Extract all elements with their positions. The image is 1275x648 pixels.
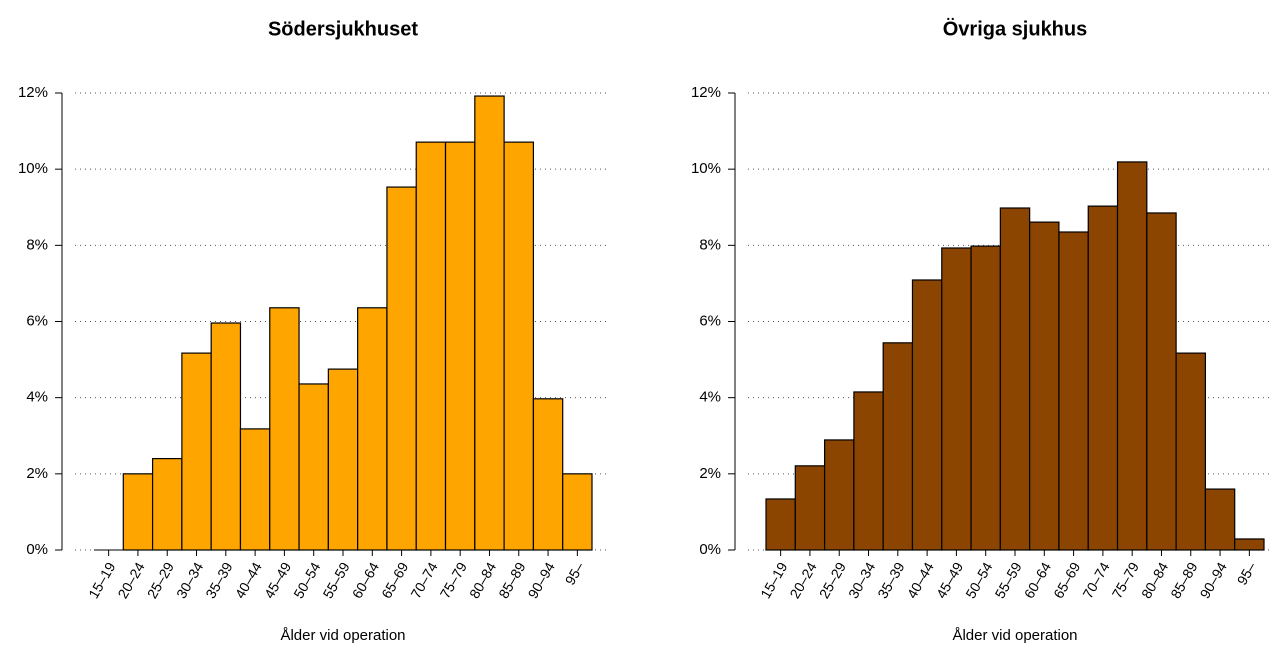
x-tick-label: 80–84	[1138, 559, 1171, 601]
bar	[532, 398, 564, 551]
x-tick-label: 55–59	[991, 559, 1024, 601]
bar	[210, 322, 242, 551]
x-tick-label: 40–44	[232, 559, 265, 601]
x-tick-label: 55–59	[319, 559, 352, 601]
x-tick-label: 75–79	[1109, 559, 1142, 601]
bar	[122, 473, 154, 551]
x-tick-label: 30–34	[845, 559, 878, 601]
bar	[970, 245, 1001, 551]
x-tick-label: 45–49	[261, 559, 294, 601]
x-tick-label: 70–74	[1079, 559, 1112, 601]
y-tick-label: 4%	[26, 389, 48, 406]
y-tick-label: 8%	[699, 236, 721, 253]
x-tick-label: 25–29	[144, 559, 177, 601]
y-tick-label: 4%	[699, 389, 721, 406]
bar	[1204, 488, 1236, 551]
bar	[765, 498, 796, 551]
y-tick-label: 6%	[699, 312, 721, 329]
x-tick-label: 40–44	[904, 559, 937, 601]
chart-panel: Södersjukhuset Ålder vid operation 0% 2% 4% 6…	[18, 18, 610, 644]
x-tick-label: 85–89	[495, 559, 528, 601]
chart-title: Övriga sjukhus	[943, 17, 1088, 40]
y-tick-label: 10%	[18, 160, 48, 177]
x-tick-label: 60–64	[1021, 559, 1054, 601]
bar	[1116, 161, 1148, 551]
y-tick-label: 8%	[26, 236, 48, 253]
x-tick-label: 60–64	[349, 559, 382, 601]
x-tick-label: 25–29	[816, 559, 849, 601]
bar	[1146, 212, 1177, 551]
x-tick-label: 20–24	[114, 559, 147, 601]
chart-panel: Övriga sjukhus Ålder vid operation 0% 2% 4% 6…	[691, 17, 1270, 644]
x-tick-label: 90–94	[1197, 559, 1230, 601]
y-tick-label: 2%	[26, 465, 48, 482]
y-tick-label: 12%	[18, 84, 48, 101]
bar	[1029, 221, 1060, 551]
x-tick-label: 50–54	[290, 559, 323, 601]
x-tick-label: 35–39	[202, 559, 235, 601]
y-tick-label: 0%	[26, 541, 48, 558]
x-tick-label: 85–89	[1167, 559, 1200, 601]
bar	[999, 207, 1031, 551]
bar	[911, 279, 943, 551]
bar	[386, 186, 417, 551]
bar	[503, 141, 535, 551]
x-axis-label: Ålder vid operation	[952, 627, 1077, 644]
bar	[269, 307, 300, 551]
x-tick-label: 95–	[562, 559, 588, 587]
x-tick-label: 20–24	[786, 559, 819, 601]
x-tick-label: 50–54	[962, 559, 995, 601]
bar	[1058, 231, 1089, 551]
x-tick-label: 80–84	[466, 559, 499, 601]
bar	[181, 352, 212, 551]
x-tick-label: 35–39	[874, 559, 907, 601]
y-tick-label: 2%	[699, 465, 721, 482]
bar	[474, 95, 505, 551]
x-tick-label: 95–	[1234, 559, 1260, 587]
bar	[239, 428, 271, 551]
x-tick-label: 90–94	[525, 559, 558, 601]
y-tick-label: 0%	[699, 541, 721, 558]
bar	[1175, 352, 1207, 551]
y-tick-label: 12%	[691, 84, 721, 101]
bar	[562, 473, 593, 551]
x-tick-label: 65–69	[1050, 559, 1083, 601]
x-tick-label: 30–34	[173, 559, 206, 601]
bar	[357, 307, 388, 551]
y-tick-label: 10%	[691, 160, 721, 177]
bar	[882, 342, 914, 551]
bar	[1234, 538, 1265, 551]
x-tick-label: 15–19	[757, 559, 790, 601]
y-tick-label: 6%	[26, 312, 48, 329]
bar	[298, 383, 329, 551]
x-tick-label: 45–49	[933, 559, 966, 601]
x-axis-label: Ålder vid operation	[280, 627, 405, 644]
bar	[853, 391, 884, 551]
bar	[941, 247, 972, 551]
x-tick-label: 75–79	[437, 559, 470, 601]
bar	[1087, 205, 1119, 551]
x-tick-label: 70–74	[407, 559, 440, 601]
bar	[151, 458, 183, 551]
bar	[327, 368, 359, 551]
bar	[444, 141, 476, 551]
x-tick-label: 65–69	[378, 559, 411, 601]
bar	[794, 465, 826, 551]
x-tick-label: 15–19	[85, 559, 118, 601]
bar	[415, 141, 447, 551]
chart-title: Södersjukhuset	[268, 18, 418, 40]
bar	[823, 439, 855, 551]
